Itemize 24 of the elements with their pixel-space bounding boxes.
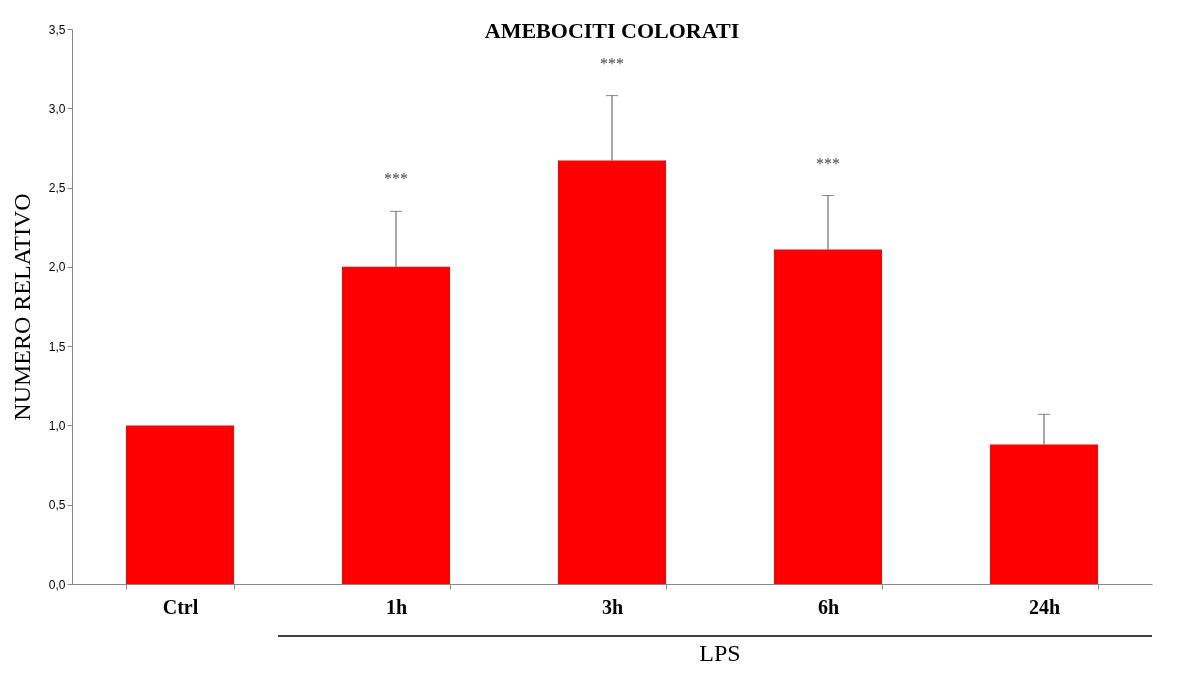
y-tick-label: 3,5 [48,22,66,37]
x-tick-label: Ctrl [162,595,199,618]
x-tick-label: 3h [601,595,624,618]
bar [558,160,666,584]
y-tick-label: 3,0 [48,101,66,116]
annotation: *** [816,154,840,172]
y-tick-label: 1,0 [48,418,66,433]
text: LPS [699,640,741,666]
x-tick-label: 1h [385,595,408,618]
y-tick-label: 0,5 [48,498,66,513]
y-axis-title: NUMERO RELATIVO [8,193,35,421]
bar [126,425,234,584]
bar [774,249,882,584]
chart-title: AMEBOCITI COLORATI [484,18,740,43]
bar [342,266,450,584]
y-tick-label: 0,0 [48,577,66,592]
y-tick-label: 2,5 [48,181,66,196]
y-tick-label: 2,0 [48,260,66,275]
annotation: *** [384,170,408,188]
x-tick-label: 24h [1028,595,1061,618]
annotation: *** [600,54,624,72]
y-tick-label: 1,5 [48,339,66,354]
x-tick-label: 6h [817,595,840,618]
bar [990,444,1098,584]
